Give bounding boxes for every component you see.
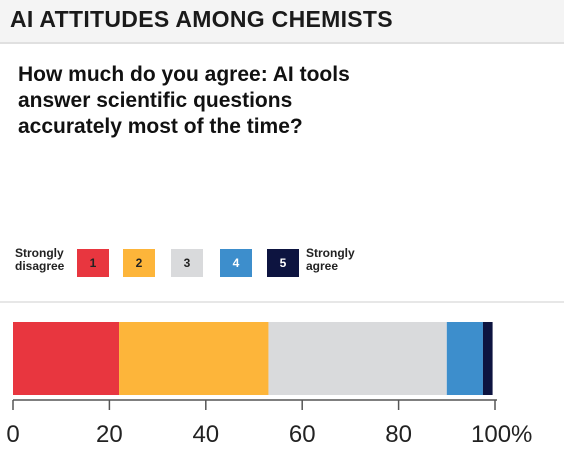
x-tick-label-1: 20 <box>96 421 123 448</box>
bar-segment-5 <box>482 322 493 395</box>
bar-segment-2 <box>119 322 269 395</box>
chart-question: How much do you agree: AI tools answer s… <box>18 63 350 138</box>
legend-low-label: Strongly disagree <box>15 246 65 273</box>
legend-swatch-1: 1 <box>77 249 109 277</box>
stacked-bar-chart: 0 20 40 60 80 100% <box>0 301 564 448</box>
x-tick-label-5: 100% <box>471 421 532 448</box>
legend-high-label: Strongly agree <box>306 246 355 273</box>
bar-segment-3 <box>268 322 447 395</box>
bar-segment-1 <box>13 322 120 395</box>
x-tick-label-3: 60 <box>289 421 316 448</box>
legend-swatch-4: 4 <box>220 249 252 277</box>
x-tick-label-2: 40 <box>192 421 219 448</box>
title-banner: AI ATTITUDES AMONG CHEMISTS <box>0 0 564 44</box>
bar-segment-4 <box>446 322 483 395</box>
x-tick-label-0: 0 <box>6 421 19 448</box>
legend-swatch-3: 3 <box>171 249 203 277</box>
x-tick-label-4: 80 <box>385 421 412 448</box>
chart-title: AI ATTITUDES AMONG CHEMISTS <box>10 6 393 32</box>
legend-swatch-5: 5 <box>267 249 299 277</box>
legend-swatch-2: 2 <box>123 249 155 277</box>
